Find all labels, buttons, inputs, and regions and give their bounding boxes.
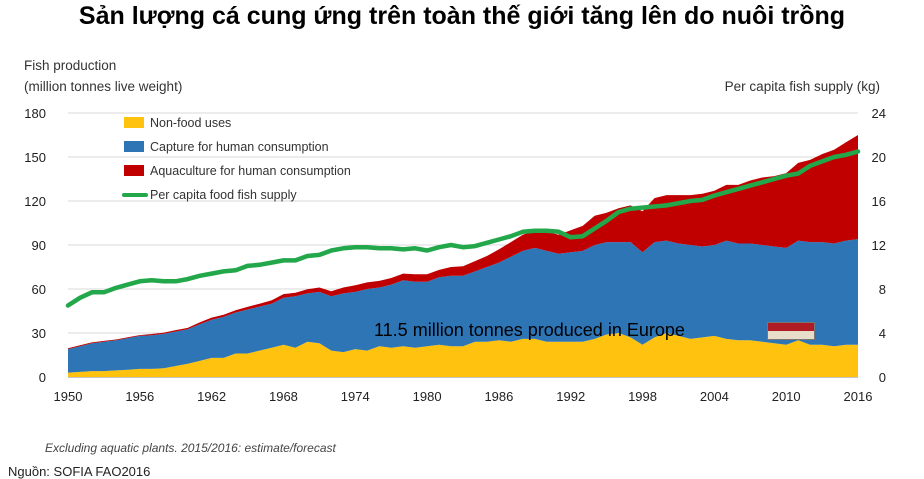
x-tick-label: 1962 (197, 389, 226, 404)
legend-label-per-capita: Per capita food fish supply (150, 188, 297, 202)
chart-footnote: Excluding aquatic plants. 2015/2016: est… (45, 441, 336, 455)
right-tick-label: 12 (872, 238, 886, 253)
right-tick-label: 0 (879, 370, 886, 385)
flag-band-top (768, 323, 814, 331)
right-axis-title: Per capita fish supply (kg) (725, 79, 880, 94)
area-capture (68, 239, 858, 373)
right-tick-label: 20 (872, 150, 886, 165)
europe-flag-icon (767, 322, 815, 340)
right-tick-label: 8 (879, 282, 886, 297)
x-tick-label: 1950 (54, 389, 83, 404)
left-tick-label: 120 (24, 194, 46, 209)
left-axis-title-line2: (million tonnes live weight) (24, 79, 182, 94)
x-tick-label: 1986 (484, 389, 513, 404)
x-tick-label: 2004 (700, 389, 729, 404)
x-tick-label: 1998 (628, 389, 657, 404)
left-tick-label: 90 (32, 238, 46, 253)
left-axis-title-line1: Fish production (24, 58, 116, 73)
right-tick-label: 4 (879, 326, 886, 341)
legend-label-non-food: Non-food uses (150, 116, 231, 130)
x-tick-label: 1992 (556, 389, 585, 404)
left-tick-label: 180 (24, 106, 46, 121)
area-aquaculture (68, 135, 858, 350)
left-tick-label: 150 (24, 150, 46, 165)
slide-title: Sản lượng cá cung ứng trên toàn thế giới… (78, 2, 846, 30)
per-capita-line (65, 149, 861, 308)
right-tick-label: 24 (872, 106, 886, 121)
legend: Non-food uses Capture for human consumpt… (122, 116, 351, 202)
right-tick-label: 16 (872, 194, 886, 209)
flag-band-bottom (768, 331, 814, 339)
left-tick-label: 0 (39, 370, 46, 385)
x-tick-label: 2010 (772, 389, 801, 404)
x-tick-label: 1980 (413, 389, 442, 404)
legend-swatch-non-food (124, 117, 144, 128)
europe-annotation: 11.5 million tonnes produced in Europe (374, 320, 685, 340)
left-tick-label: 60 (32, 282, 46, 297)
x-tick-label: 1974 (341, 389, 370, 404)
left-tick-label: 30 (32, 326, 46, 341)
axes: Fish production (million tonnes live wei… (24, 58, 886, 404)
source-credit: Nguồn: SOFIA FAO2016 (8, 464, 151, 479)
legend-label-capture: Capture for human consumption (150, 140, 329, 154)
per-capita-line-layer (65, 149, 861, 308)
stacked-areas (68, 135, 858, 377)
x-tick-label: 1956 (125, 389, 154, 404)
x-tick-label: 2016 (844, 389, 873, 404)
legend-label-aquaculture: Aquaculture for human consumption (150, 164, 351, 178)
area-non-food (68, 333, 858, 377)
legend-swatch-aquaculture (124, 165, 144, 176)
legend-swatch-capture (124, 141, 144, 152)
x-tick-label: 1968 (269, 389, 298, 404)
